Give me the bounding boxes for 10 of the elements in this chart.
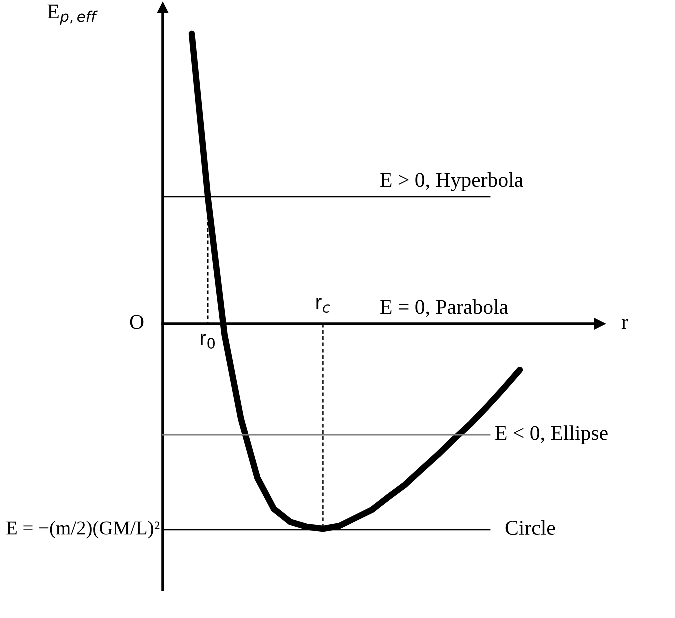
text: E = −(m/2)(GM/L)² [6, 521, 160, 539]
ref-line-label: E < 0, Ellipse [496, 426, 608, 445]
ref-line-label: E = 0, Parabola [380, 300, 508, 318]
x-axis-title: r [622, 319, 628, 330]
annotation: r$_{c}$ [316, 298, 330, 313]
ref-line-label: Circle [506, 520, 556, 536]
annotation: r$_{0}$ [200, 334, 216, 349]
text: O [130, 315, 144, 330]
ref-line-label: E > 0, Hyperbola [380, 172, 524, 192]
y-axis-title: E$_{p,eff}$ [48, 4, 98, 25]
